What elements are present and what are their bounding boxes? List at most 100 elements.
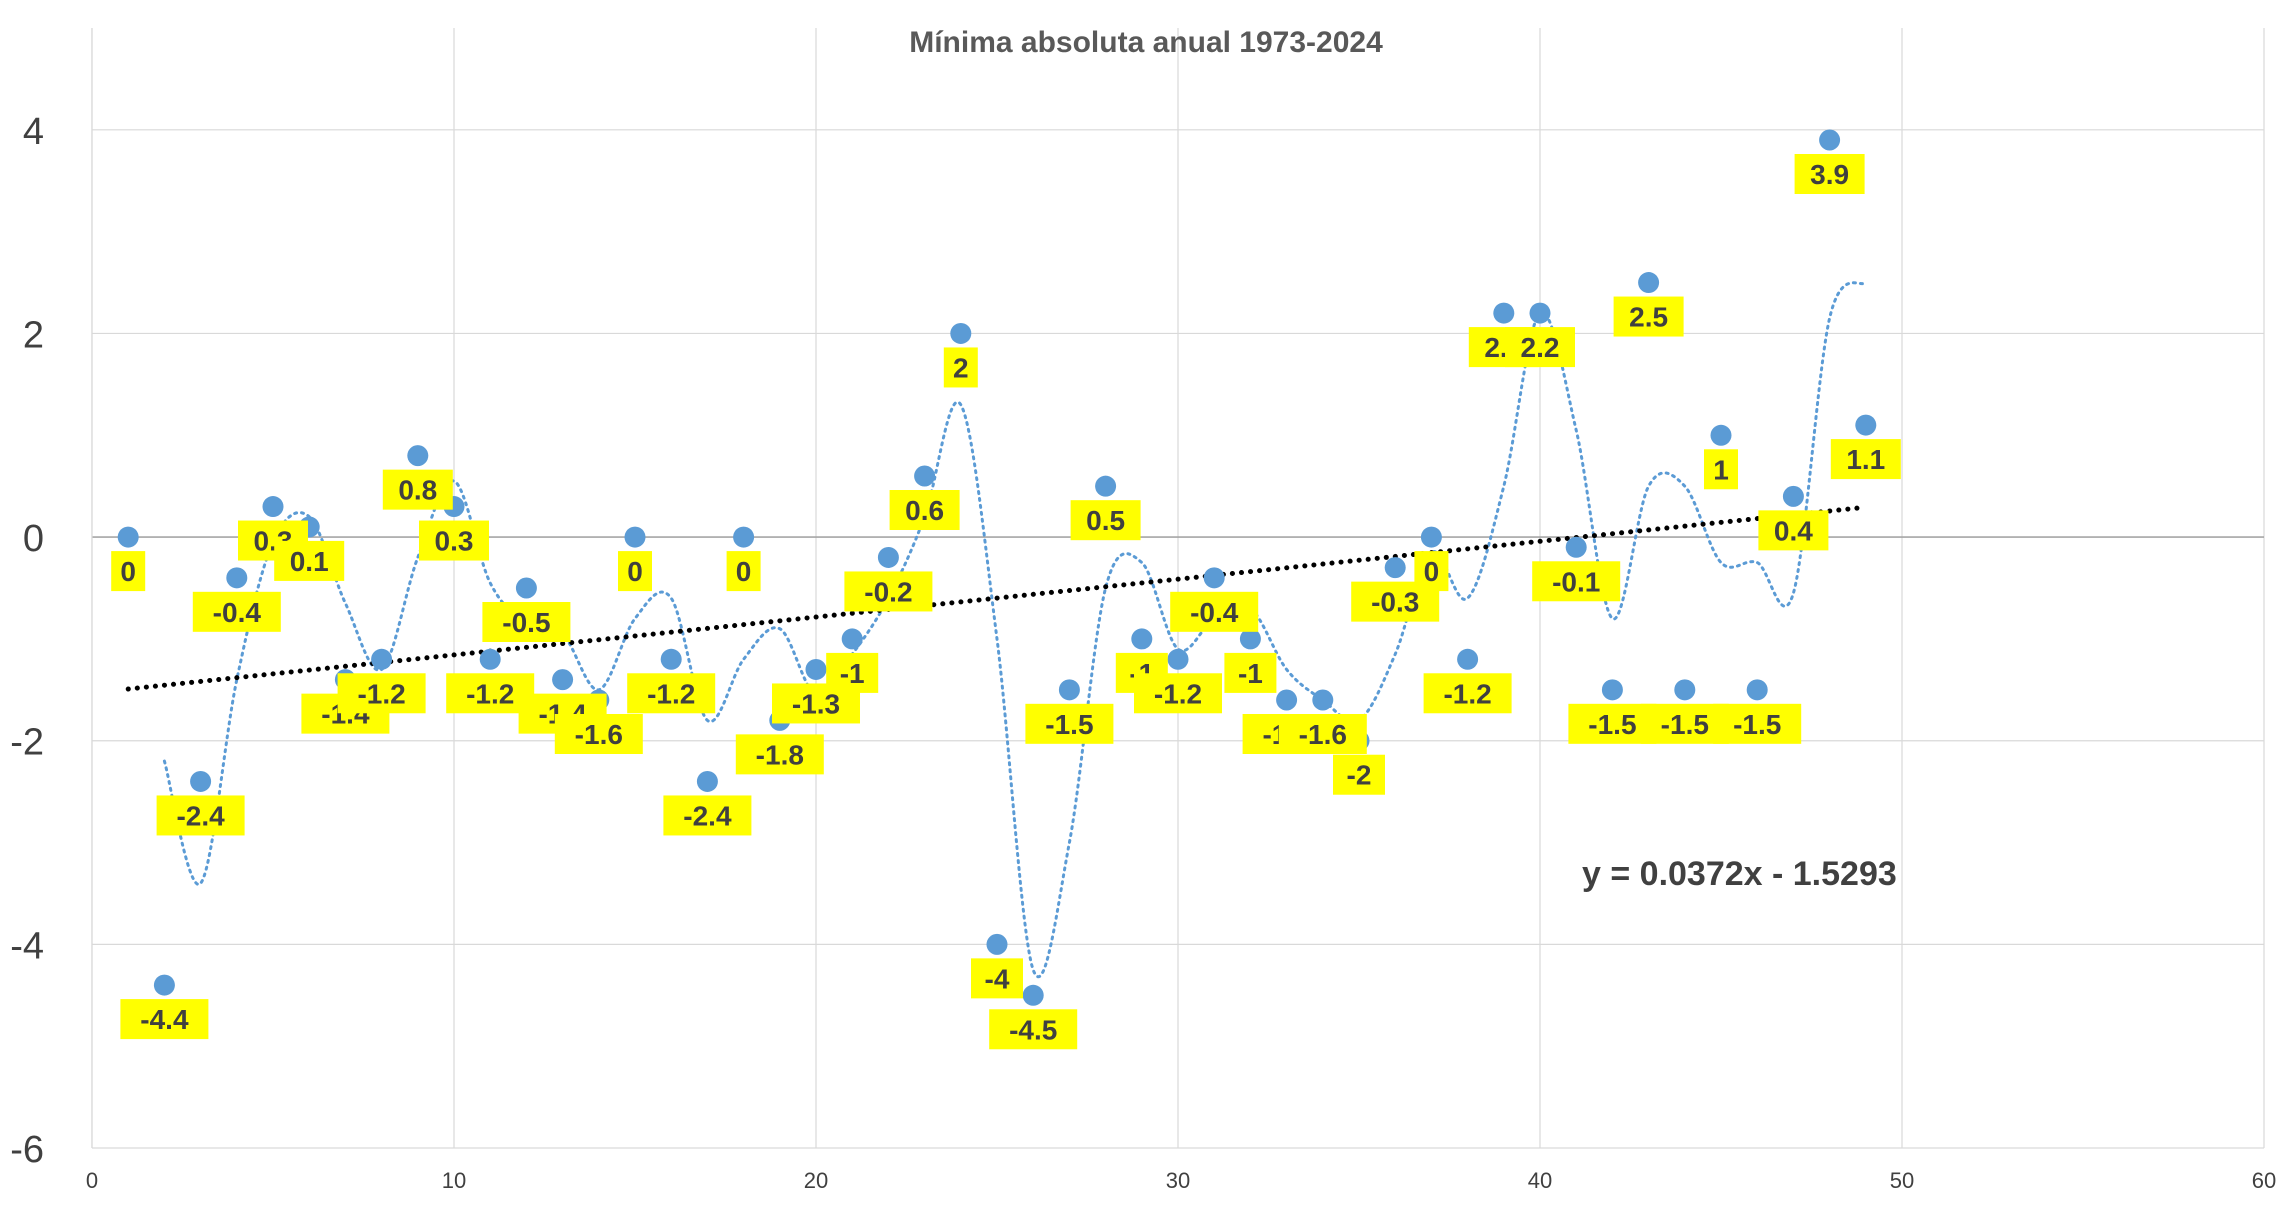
chart-title: Mínima absoluta anual 1973-2024 xyxy=(909,26,1383,59)
data-point xyxy=(1095,475,1117,497)
data-point xyxy=(624,526,646,548)
data-label: -1.6 xyxy=(1299,719,1347,750)
data-label: -1.2 xyxy=(466,678,514,709)
data-point xyxy=(805,658,827,680)
data-label: -4 xyxy=(985,963,1010,994)
data-point xyxy=(1457,648,1479,670)
data-label-background xyxy=(735,734,824,775)
data-label: -4.5 xyxy=(1009,1014,1057,1045)
data-label: 0.1 xyxy=(290,546,329,577)
data-point xyxy=(1312,689,1334,711)
data-label: 2.2 xyxy=(1521,332,1560,363)
data-label: -1.6 xyxy=(575,719,623,750)
data-point xyxy=(407,445,429,467)
data-point xyxy=(262,496,284,518)
data-label-background xyxy=(726,551,761,592)
data-label: -1.3 xyxy=(792,688,840,719)
data-label-background xyxy=(419,520,489,561)
data-point xyxy=(1565,536,1587,558)
data-point xyxy=(1746,679,1768,701)
data-label-background xyxy=(1423,673,1512,714)
data-point xyxy=(552,669,574,691)
data-label-background xyxy=(1278,714,1367,754)
data-label-background xyxy=(663,795,752,836)
data-point xyxy=(1529,302,1551,324)
data-label: 0.8 xyxy=(398,475,437,506)
data-point xyxy=(696,770,718,792)
data-label: 0 xyxy=(1424,556,1440,587)
data-label-background xyxy=(618,551,652,592)
data-point xyxy=(371,648,393,670)
data-label-background xyxy=(1758,510,1829,551)
data-point xyxy=(841,628,863,650)
data-label-background xyxy=(943,347,978,388)
data-label-background xyxy=(826,652,879,693)
data-label-background xyxy=(989,1009,1078,1050)
y-tick-label: 2 xyxy=(23,314,44,356)
data-label: 0.6 xyxy=(905,495,944,526)
x-tick-label: 20 xyxy=(804,1168,828,1193)
data-label: -2 xyxy=(1347,760,1372,791)
data-point xyxy=(950,322,972,344)
data-label-background xyxy=(1505,327,1575,368)
data-label-background xyxy=(111,551,146,592)
data-point xyxy=(660,648,682,670)
data-point xyxy=(1203,567,1225,589)
x-tick-label: 50 xyxy=(1890,1168,1914,1193)
data-label: -1.5 xyxy=(1661,709,1709,740)
data-label: -2.4 xyxy=(176,800,225,831)
data-label-background xyxy=(1414,551,1449,592)
data-point xyxy=(986,933,1008,955)
data-label-background xyxy=(1532,561,1621,602)
data-label-background xyxy=(1830,439,1901,480)
data-point xyxy=(1420,526,1442,548)
y-tick-label: -6 xyxy=(10,1129,44,1171)
data-label-background xyxy=(554,714,643,754)
data-label: 0.4 xyxy=(1774,515,1813,546)
data-label-background xyxy=(120,999,209,1040)
data-label-background xyxy=(382,469,453,510)
data-label-background xyxy=(889,490,960,530)
data-label: -1.5 xyxy=(1045,709,1093,740)
data-label: 0 xyxy=(120,556,136,587)
data-point xyxy=(1638,272,1660,294)
data-label: -0.4 xyxy=(213,597,262,628)
data-label: -0.1 xyxy=(1552,566,1600,597)
data-label: 2.5 xyxy=(1629,302,1668,333)
data-point xyxy=(1384,557,1406,579)
data-label: -1.5 xyxy=(1733,709,1781,740)
data-label: 0 xyxy=(736,556,752,587)
data-label: 0 xyxy=(627,556,643,587)
data-label-background xyxy=(1713,703,1802,744)
data-label: -1 xyxy=(840,658,865,689)
data-point xyxy=(1819,129,1841,151)
data-label: 2 xyxy=(953,352,969,383)
data-label: -0.3 xyxy=(1371,587,1419,618)
data-label: 0.3 xyxy=(435,526,474,557)
data-label-background xyxy=(337,673,426,714)
data-point xyxy=(153,974,175,996)
data-point xyxy=(1710,424,1732,446)
data-label-background xyxy=(844,571,933,612)
data-label: -2.4 xyxy=(683,800,732,831)
data-label: 1.1 xyxy=(1846,444,1885,475)
data-label-background xyxy=(971,958,1023,999)
data-label: -1.8 xyxy=(756,739,804,770)
data-label-background xyxy=(192,591,281,632)
data-point xyxy=(877,546,899,568)
data-point xyxy=(117,526,139,548)
data-point xyxy=(1782,485,1804,507)
data-label-background xyxy=(1794,154,1865,194)
data-label-background xyxy=(156,795,245,836)
data-label: -1.5 xyxy=(1588,709,1636,740)
data-label-background xyxy=(1025,703,1114,744)
data-point xyxy=(1493,302,1515,324)
data-label-background xyxy=(1134,673,1222,714)
data-point xyxy=(479,648,501,670)
data-point xyxy=(1131,628,1153,650)
data-label: -1.2 xyxy=(1154,678,1202,709)
